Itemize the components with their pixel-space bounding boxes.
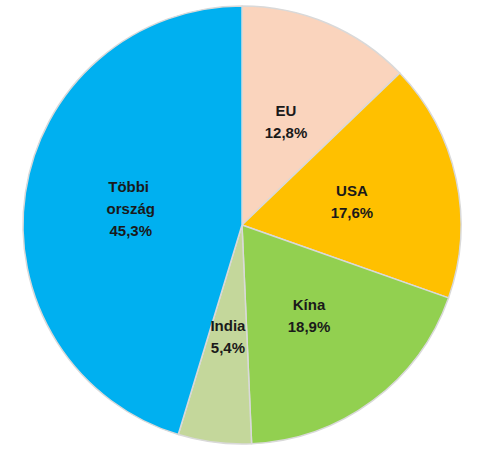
svg-text:USA: USA: [336, 182, 368, 199]
svg-text:18,9%: 18,9%: [288, 318, 331, 335]
svg-text:EU: EU: [276, 102, 297, 119]
svg-text:12,8%: 12,8%: [265, 124, 308, 141]
svg-text:Többi: Többi: [108, 178, 153, 195]
svg-text:17,6%: 17,6%: [331, 204, 374, 221]
svg-text:5,4%: 5,4%: [211, 339, 245, 356]
svg-text:45,3%: 45,3%: [109, 222, 152, 239]
svg-text:India: India: [210, 317, 246, 334]
svg-text:ország: ország: [107, 200, 155, 217]
svg-text:Kína: Kína: [293, 296, 326, 313]
